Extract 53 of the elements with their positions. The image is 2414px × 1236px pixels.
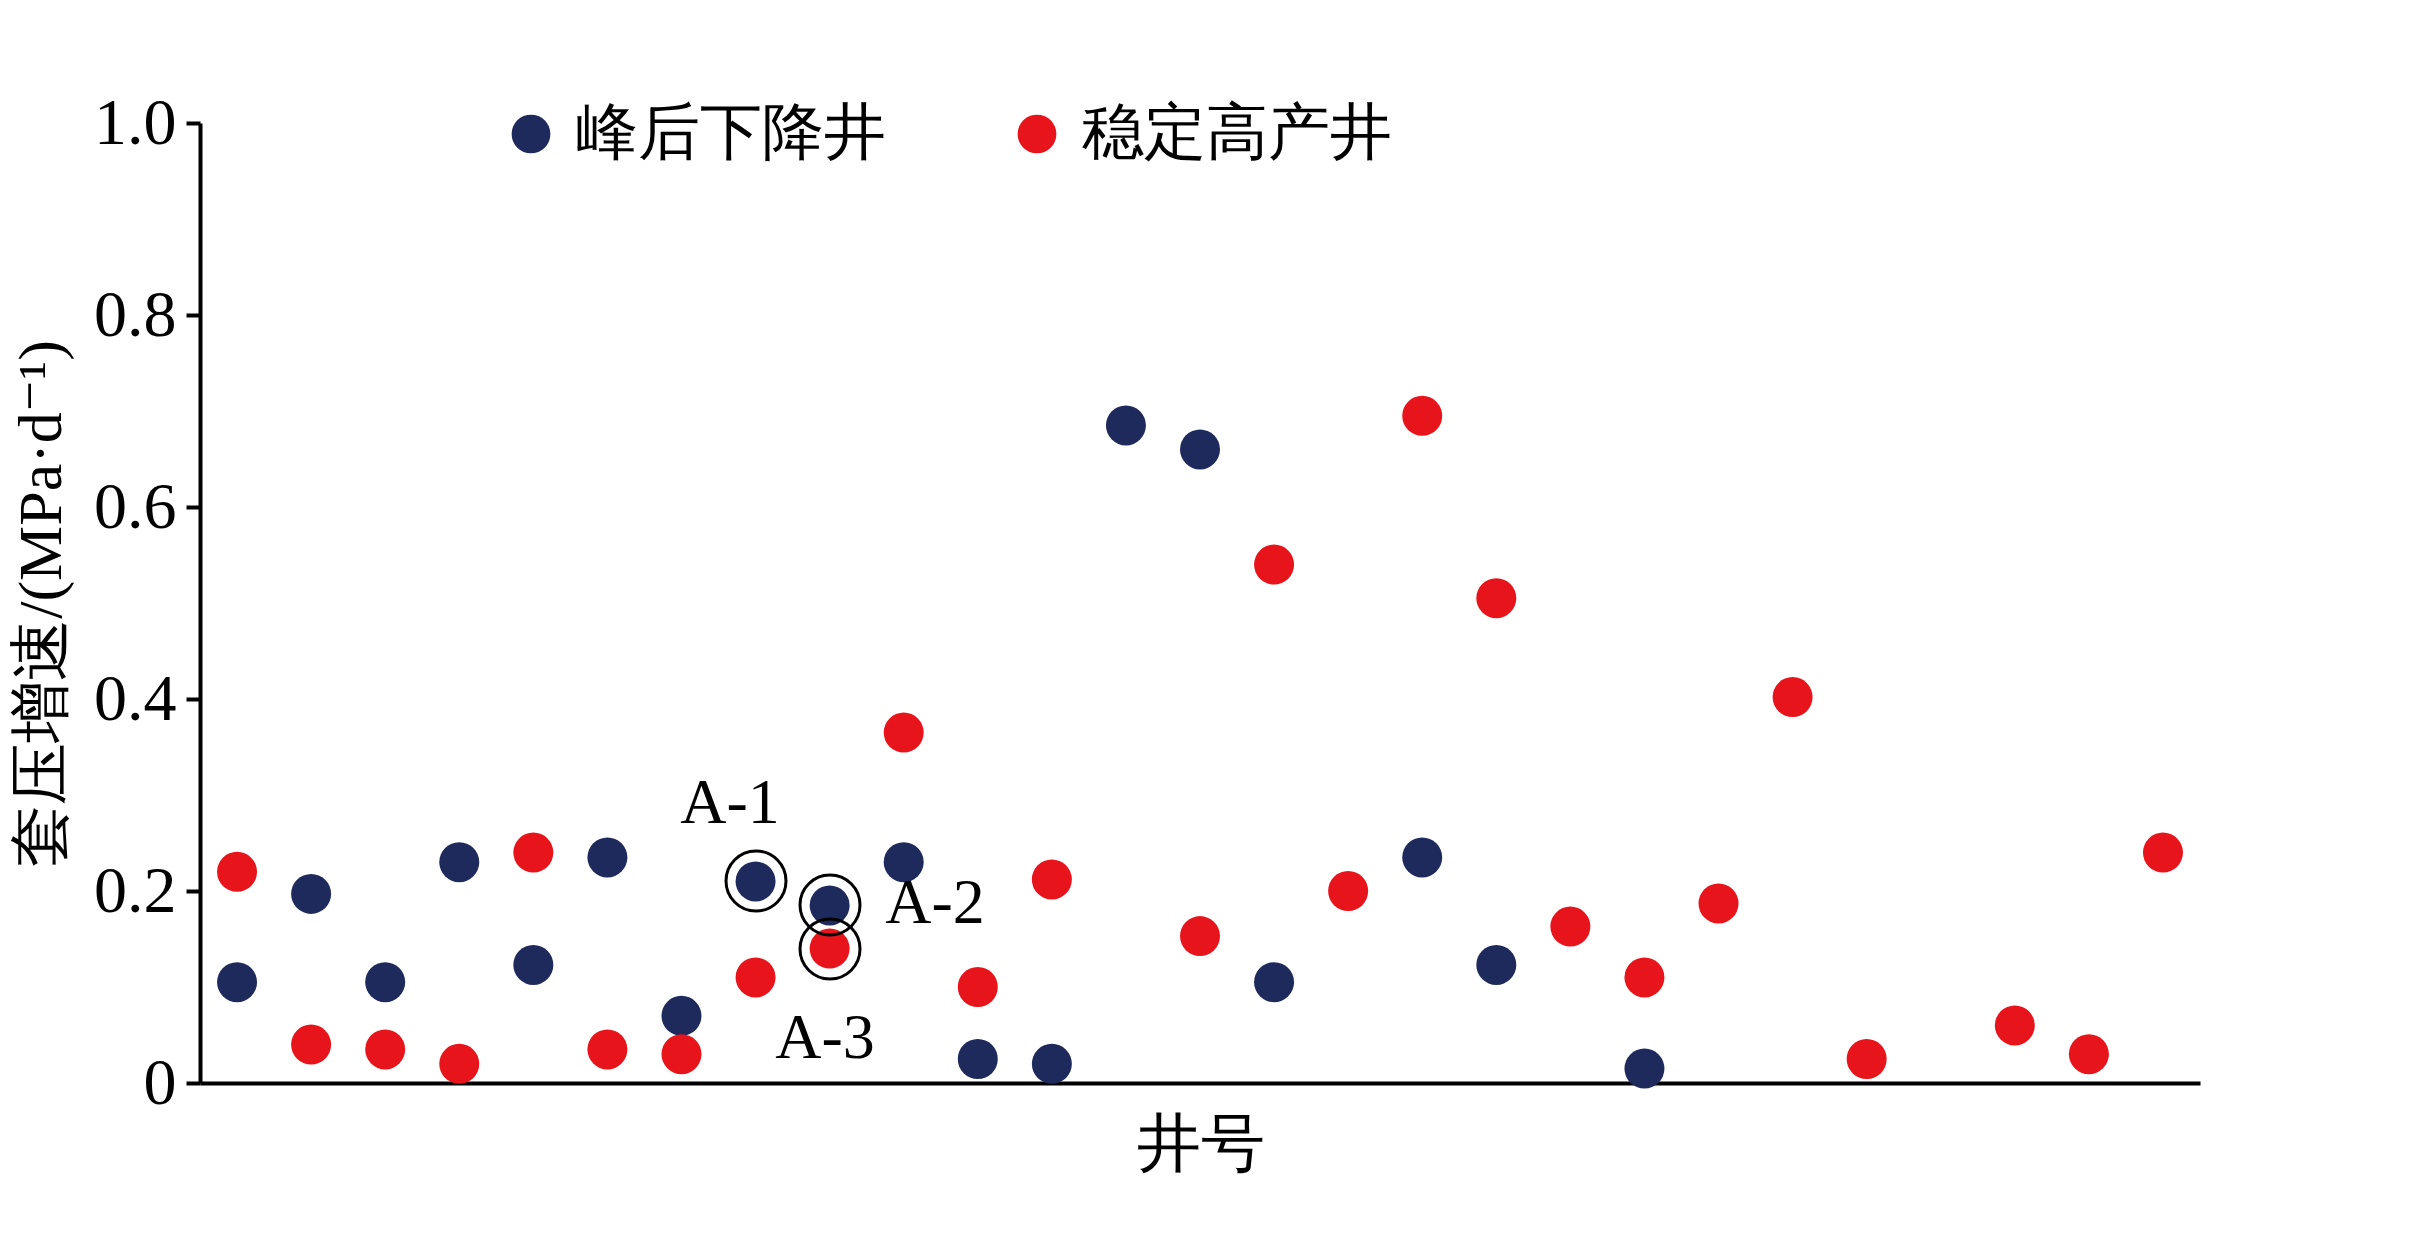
x-axis-title: 井号	[1136, 1107, 1265, 1179]
point	[957, 967, 998, 1007]
point	[1254, 544, 1295, 585]
y-tick-label: 0.8	[94, 276, 177, 350]
point	[1772, 677, 1813, 718]
y-axis-title: 套压增速/(MPa·d⁻¹)	[6, 340, 75, 867]
point	[1402, 837, 1443, 878]
point	[735, 957, 776, 998]
point	[1180, 429, 1220, 470]
point	[587, 837, 628, 878]
point	[661, 995, 702, 1036]
point	[1994, 1005, 2035, 1046]
point	[1031, 1043, 1072, 1084]
point	[1254, 962, 1295, 1003]
point	[1180, 916, 1220, 957]
point	[439, 1043, 480, 1084]
point	[1476, 578, 1517, 619]
point	[1402, 395, 1443, 436]
legend-label: 峰后下降井	[576, 98, 886, 166]
point	[1698, 883, 1739, 924]
point	[883, 712, 924, 753]
point	[217, 851, 258, 892]
annotation: A-3	[775, 1001, 875, 1072]
point	[439, 842, 480, 883]
y-tick-label: 0	[143, 1044, 177, 1118]
point	[365, 962, 406, 1003]
y-tick-label: 0.2	[94, 852, 177, 926]
annotation: A-1	[680, 766, 780, 837]
point	[291, 1024, 332, 1065]
legend-label: 稳定高产井	[1082, 98, 1392, 166]
point	[1031, 859, 1072, 900]
point	[587, 1029, 628, 1070]
point	[217, 962, 258, 1003]
y-tick-label: 0.6	[94, 468, 177, 542]
point	[2068, 1034, 2109, 1075]
point	[1105, 405, 1146, 446]
point	[291, 873, 332, 914]
point	[365, 1029, 406, 1070]
point	[1624, 957, 1665, 998]
point	[957, 1039, 998, 1079]
point	[1624, 1048, 1665, 1089]
point	[2142, 832, 2183, 873]
annotation: A-2	[885, 866, 985, 937]
point	[1476, 944, 1517, 985]
y-tick-label: 0.4	[94, 660, 177, 734]
point	[1328, 871, 1369, 911]
point	[883, 842, 924, 883]
point	[513, 832, 554, 873]
point	[513, 944, 554, 985]
point	[1550, 906, 1591, 947]
point	[661, 1034, 702, 1075]
point	[1846, 1039, 1887, 1079]
y-tick-label: 1.0	[94, 84, 177, 158]
